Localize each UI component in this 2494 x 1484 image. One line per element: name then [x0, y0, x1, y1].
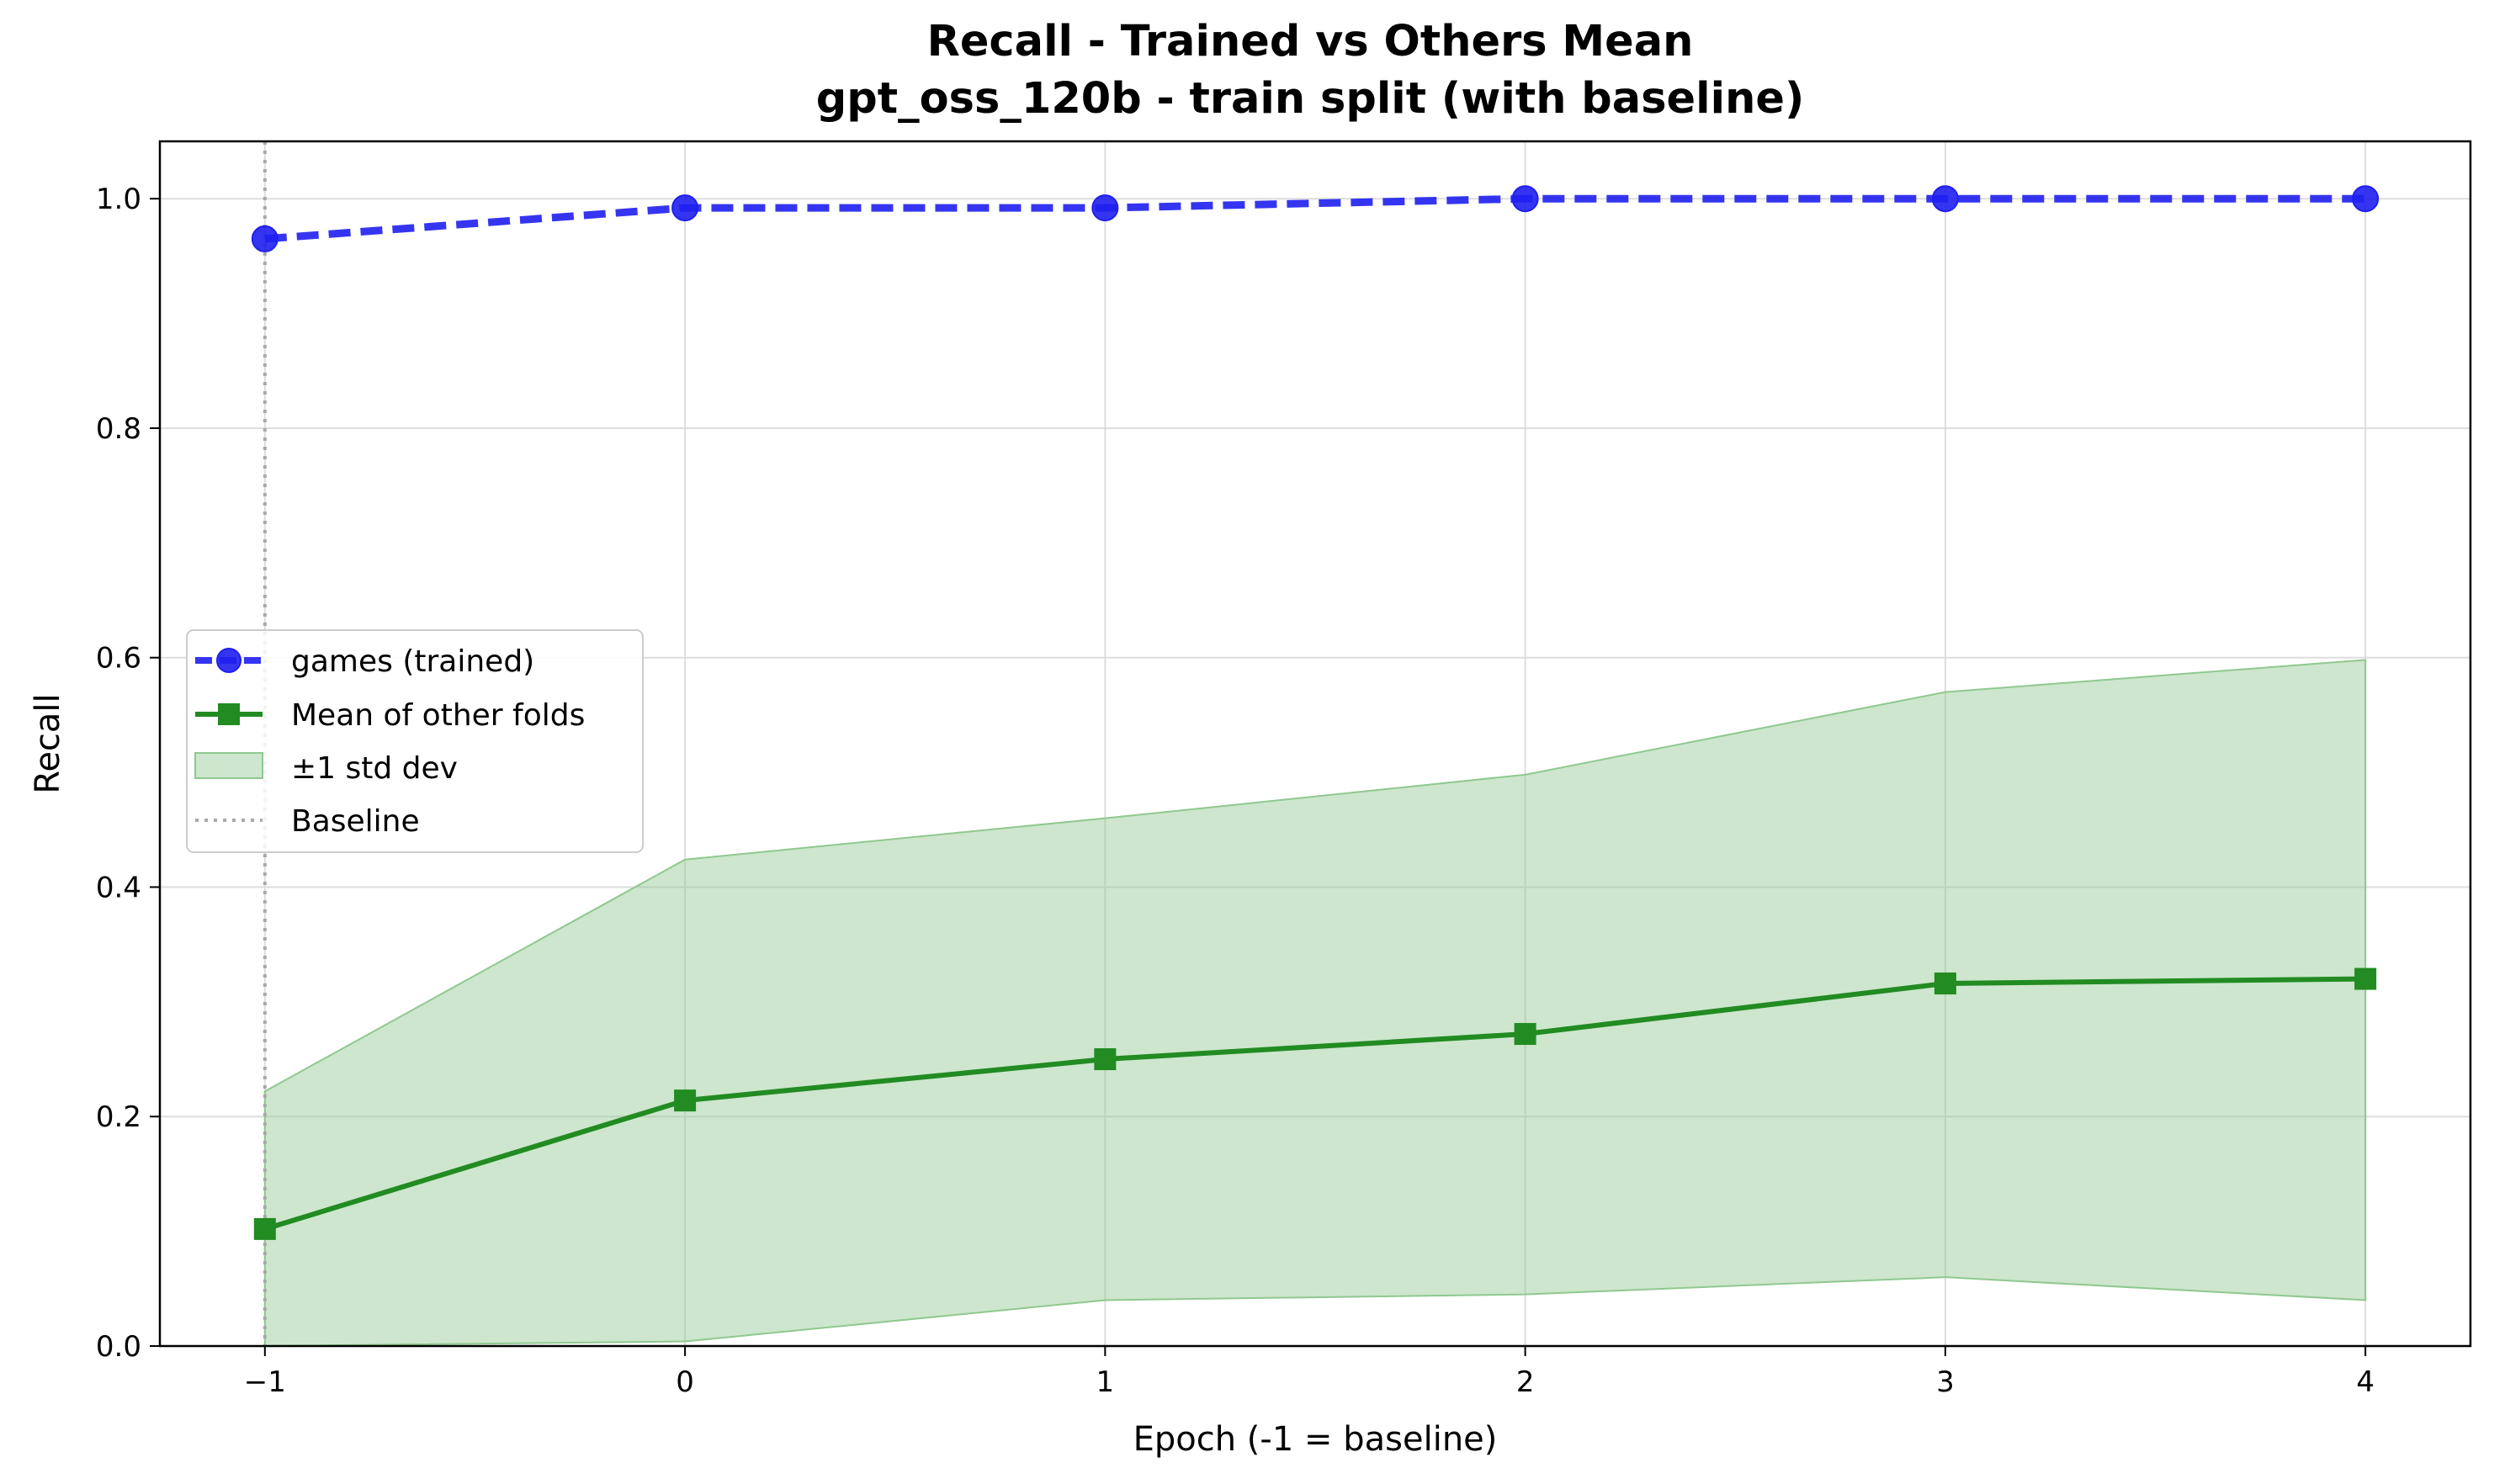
- series-1-point: [1934, 973, 1956, 995]
- series-0-point: [251, 225, 279, 252]
- series-1-point: [1094, 1048, 1117, 1071]
- x-tick-label: 4: [2356, 1365, 2375, 1399]
- legend-trained-label: games (trained): [291, 644, 534, 679]
- series-0-point: [2352, 185, 2380, 213]
- y-tick-label: 0.4: [96, 871, 141, 904]
- x-axis-ticks: −1 0 1 2 3 4: [244, 1346, 2375, 1399]
- y-axis-label: Recall: [29, 693, 67, 793]
- x-tick-label: 3: [1936, 1365, 1955, 1399]
- series-1-point: [674, 1089, 697, 1112]
- series-1-point: [2354, 967, 2377, 990]
- series-1-point: [253, 1217, 276, 1240]
- x-tick-label: 0: [676, 1365, 694, 1399]
- y-tick-label: 0.8: [96, 412, 141, 446]
- legend-baseline-label: Baseline: [291, 804, 420, 839]
- y-tick-label: 1.0: [96, 183, 141, 216]
- series-1-line: [263, 976, 2366, 1232]
- y-axis-ticks: 0.0 0.2 0.4 0.6 0.8 1.0: [96, 183, 160, 1364]
- chart-title: Recall - Trained vs Others Mean: [927, 17, 1694, 66]
- x-axis-label: Epoch (-1 = baseline): [1133, 1420, 1498, 1459]
- chart-subtitle: gpt_oss_120b - train split (with baselin…: [816, 74, 1805, 124]
- legend-trained-marker: [216, 648, 241, 673]
- series-group: [251, 185, 2380, 1240]
- series-1-point: [1514, 1023, 1536, 1046]
- y-tick-label: 0.0: [96, 1330, 141, 1364]
- legend-box: [186, 629, 644, 853]
- plot-frame: [158, 140, 2472, 1348]
- y-tick-label: 0.6: [96, 642, 141, 676]
- series-0-point: [1931, 185, 1959, 213]
- legend-band-label: ±1 std dev: [291, 751, 458, 786]
- x-tick-label: −1: [244, 1365, 286, 1399]
- std-band: [263, 659, 2367, 1348]
- series-0-point: [1511, 185, 1539, 213]
- series-0-point: [1091, 194, 1119, 222]
- y-tick-label: 0.2: [96, 1100, 141, 1134]
- legend: games (trained) Mean of other folds ±1 s…: [186, 629, 644, 853]
- legend-mean-label: Mean of other folds: [291, 698, 585, 733]
- series-0-line: [264, 194, 2366, 243]
- x-tick-label: 1: [1096, 1365, 1115, 1399]
- series-0-point: [671, 194, 699, 222]
- legend-mean-marker: [218, 703, 240, 725]
- x-tick-label: 2: [1516, 1365, 1535, 1399]
- legend-band-swatch: [194, 752, 263, 779]
- std-band-area: [263, 659, 2367, 1348]
